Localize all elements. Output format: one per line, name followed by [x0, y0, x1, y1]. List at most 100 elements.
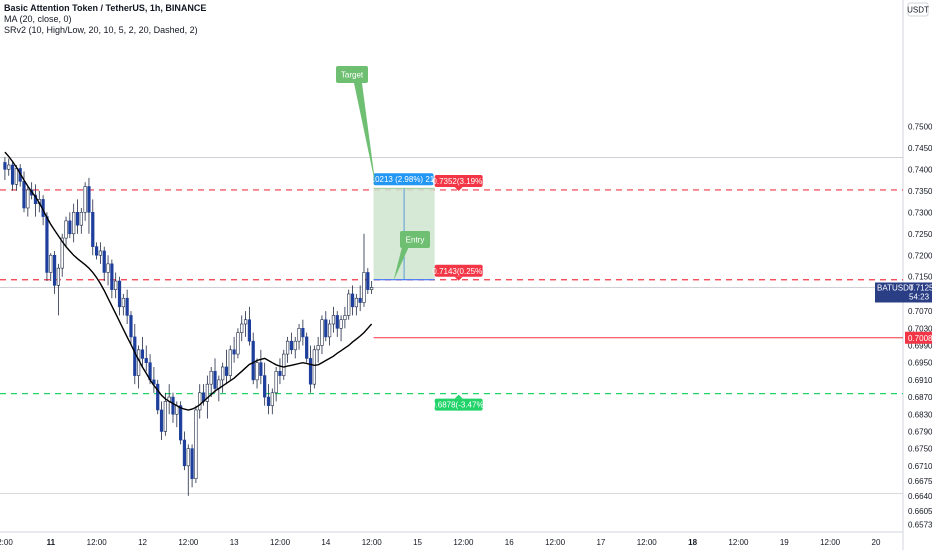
candle-body[interactable]: [251, 340, 255, 381]
candle-body[interactable]: [3, 162, 7, 170]
ma-line[interactable]: [4, 151, 373, 411]
candle-body[interactable]: [335, 315, 339, 329]
candle-body[interactable]: [75, 211, 80, 226]
candle-body[interactable]: [163, 401, 167, 432]
candle-body[interactable]: [289, 340, 294, 351]
candle-body[interactable]: [52, 254, 57, 286]
sr-indicator-label[interactable]: SRv2 (10, High/Low, 20, 10, 5, 2, 20, Da…: [4, 25, 198, 35]
candle-body[interactable]: [209, 370, 213, 385]
candle-body[interactable]: [144, 358, 148, 363]
candle-body[interactable]: [110, 263, 114, 290]
candle-body[interactable]: [266, 396, 271, 406]
candle-body[interactable]: [301, 328, 305, 338]
candle-body[interactable]: [243, 319, 248, 325]
candle-body[interactable]: [247, 319, 252, 342]
candle-body[interactable]: [350, 293, 355, 308]
candle-body[interactable]: [114, 280, 118, 290]
candle-body[interactable]: [22, 181, 26, 209]
candle-body[interactable]: [366, 272, 370, 290]
target-callout[interactable]: Target: [336, 66, 368, 83]
candle-body[interactable]: [182, 439, 187, 467]
candle-body[interactable]: [79, 211, 83, 226]
candle-body[interactable]: [87, 186, 91, 213]
entry-callout[interactable]: Entry: [400, 231, 430, 248]
candle-body[interactable]: [64, 220, 68, 239]
candle-body[interactable]: [370, 287, 374, 290]
candle-body[interactable]: [274, 370, 278, 394]
candle-body[interactable]: [316, 345, 320, 351]
candle-body[interactable]: [14, 168, 18, 185]
candle-body[interactable]: [194, 409, 198, 480]
red-price-tag[interactable]: 0.7008: [905, 331, 932, 344]
candle-body[interactable]: [60, 237, 64, 269]
candle-body[interactable]: [240, 323, 244, 333]
candle-body[interactable]: [190, 448, 194, 480]
candle-body[interactable]: [327, 323, 332, 338]
candle-body[interactable]: [308, 358, 313, 385]
candle-body[interactable]: [343, 315, 347, 321]
candle-body[interactable]: [26, 189, 30, 209]
candle-body[interactable]: [354, 297, 358, 308]
candle-body[interactable]: [83, 186, 87, 213]
candle-body[interactable]: [339, 319, 343, 329]
candle-body[interactable]: [129, 315, 133, 338]
candle-body[interactable]: [159, 409, 164, 432]
candle-body[interactable]: [255, 362, 259, 381]
candle-body[interactable]: [68, 220, 72, 235]
candle-body[interactable]: [224, 366, 229, 376]
candle-body[interactable]: [106, 263, 110, 273]
candle-body[interactable]: [152, 379, 156, 385]
candle-body[interactable]: [91, 211, 95, 247]
candle-body[interactable]: [312, 349, 316, 385]
candle-body[interactable]: [102, 250, 106, 273]
candle-body[interactable]: [125, 297, 129, 316]
resistance-label[interactable]: 0.7352(3.19%): [432, 174, 485, 187]
candle-body[interactable]: [305, 336, 309, 359]
candle-body[interactable]: [232, 349, 236, 355]
candle-body[interactable]: [347, 293, 351, 316]
candle-body[interactable]: [285, 340, 290, 355]
currency-label[interactable]: USDT: [907, 2, 929, 17]
candle-body[interactable]: [263, 375, 267, 398]
candle-body[interactable]: [320, 319, 324, 346]
candle-body[interactable]: [45, 216, 49, 273]
candle-body[interactable]: [94, 246, 99, 256]
candle-body[interactable]: [297, 328, 301, 342]
candle-body[interactable]: [72, 211, 76, 235]
candle-body[interactable]: [221, 366, 225, 381]
ma-indicator-label[interactable]: MA (20, close, 0): [4, 14, 72, 24]
candle-body[interactable]: [98, 250, 103, 256]
candle-body[interactable]: [228, 349, 232, 376]
measure-label[interactable]: 0.0213 (2.98%) 213: [368, 173, 439, 186]
candle-body[interactable]: [270, 392, 274, 406]
candle-body[interactable]: [7, 164, 11, 170]
candle-body[interactable]: [198, 392, 202, 411]
time-axis[interactable]: 2:00 11 12:00 12 12:00 13 12:00 14 12:00 15 12:00 1…: [0, 538, 881, 547]
support-label[interactable]: 0.6878(-3.47%): [431, 398, 487, 411]
candle-body[interactable]: [358, 297, 362, 303]
candle-body[interactable]: [324, 319, 328, 338]
entry-level-label[interactable]: 0.7143(0.25%): [432, 264, 485, 277]
price-axis[interactable]: USDT 0.7500 0.7450 0.7400 0.7350 0.7300 0.7250…: [875, 0, 932, 550]
candle-body[interactable]: [282, 353, 286, 376]
candle-body[interactable]: [171, 396, 175, 415]
candle-body[interactable]: [362, 272, 366, 303]
candle-body[interactable]: [10, 164, 15, 185]
candle-body[interactable]: [278, 370, 282, 376]
candle-body[interactable]: [121, 297, 125, 308]
candle-body[interactable]: [186, 448, 190, 467]
candle-body[interactable]: [133, 336, 137, 376]
candle-body[interactable]: [205, 383, 209, 402]
candle-body[interactable]: [213, 370, 217, 389]
candle-body[interactable]: [331, 315, 336, 325]
candle-body[interactable]: [156, 383, 160, 411]
candle-body[interactable]: [117, 280, 122, 308]
candle-body[interactable]: [259, 362, 263, 376]
candle-body[interactable]: [236, 332, 240, 355]
candle-body[interactable]: [56, 267, 61, 286]
candle-body[interactable]: [140, 349, 145, 359]
candle-body[interactable]: [179, 405, 183, 441]
candle-body[interactable]: [49, 254, 53, 273]
